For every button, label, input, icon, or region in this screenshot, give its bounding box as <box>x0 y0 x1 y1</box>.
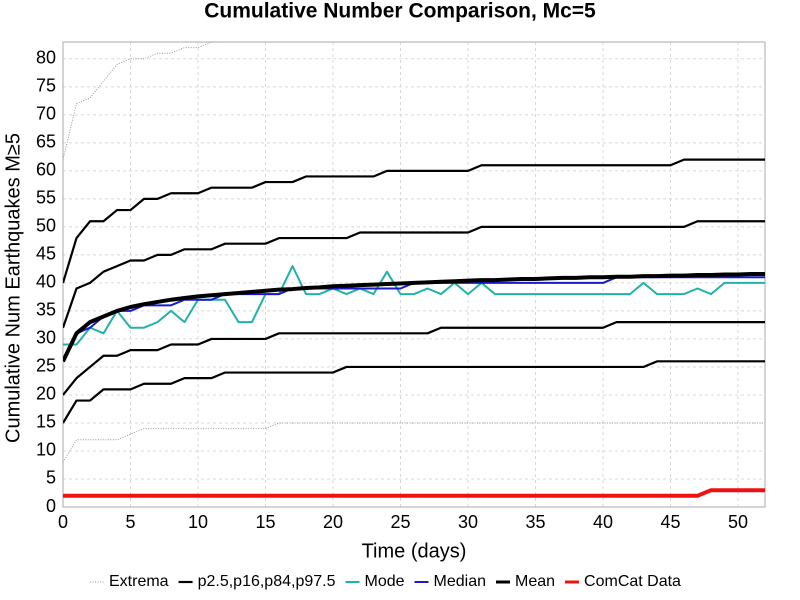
series-line <box>63 42 225 160</box>
y-tick-label: 45 <box>36 244 56 264</box>
legend-label: Extrema <box>109 573 169 590</box>
legend-label: Mode <box>364 573 404 590</box>
series-line <box>63 321 765 396</box>
y-tick-label: 5 <box>46 468 56 488</box>
y-tick-label: 35 <box>36 300 56 320</box>
y-tick-label: 65 <box>36 132 56 152</box>
series-line <box>63 271 765 363</box>
x-tick-label: 40 <box>593 512 613 532</box>
series-line <box>63 220 765 329</box>
y-tick-label: 80 <box>36 48 56 68</box>
y-tick-label: 20 <box>36 384 56 404</box>
legend-label: p2.5,p16,p84,p97.5 <box>198 573 336 590</box>
y-axis-label: Cumulative Num Earthquakes M≥5 <box>2 133 24 443</box>
y-tick-label: 25 <box>36 356 56 376</box>
x-tick-label: 0 <box>58 512 68 532</box>
y-tick-label: 55 <box>36 188 56 208</box>
plot-area <box>63 42 765 498</box>
y-tick-label: 70 <box>36 104 56 124</box>
x-tick-label: 25 <box>390 512 410 532</box>
x-axis-label: Time (days) <box>362 540 467 562</box>
x-tick-label: 10 <box>188 512 208 532</box>
y-tick-label: 15 <box>36 412 56 432</box>
x-tick-label: 5 <box>125 512 135 532</box>
y-tick-label: 60 <box>36 160 56 180</box>
x-tick-label: 20 <box>323 512 343 532</box>
y-tick-label: 0 <box>46 496 56 516</box>
x-tick-label: 35 <box>525 512 545 532</box>
y-tick-label: 40 <box>36 272 56 292</box>
x-tick-label: 50 <box>728 512 748 532</box>
y-tick-label: 50 <box>36 216 56 236</box>
x-tick-label: 30 <box>458 512 478 532</box>
legend-label: ComCat Data <box>584 573 681 590</box>
legend-label: Mean <box>515 573 555 590</box>
chart-title: Cumulative Number Comparison, Mc=5 <box>204 0 596 23</box>
series-line <box>63 488 765 498</box>
series-line <box>63 158 765 284</box>
y-tick-label: 30 <box>36 328 56 348</box>
series-line <box>63 360 765 424</box>
y-tick-label: 10 <box>36 440 56 460</box>
legend-label: Median <box>434 573 486 590</box>
x-tick-label: 45 <box>660 512 680 532</box>
y-tick-label: 75 <box>36 76 56 96</box>
x-tick-label: 15 <box>255 512 275 532</box>
series-line <box>63 265 765 346</box>
